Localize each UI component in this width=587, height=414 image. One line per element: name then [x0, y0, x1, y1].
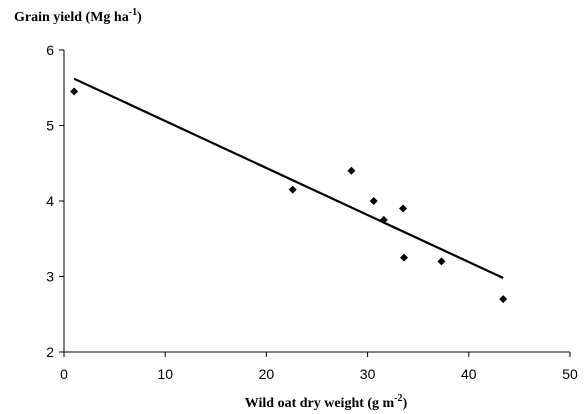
x-axis-ticks: 0 10 20 30 40 50 [60, 352, 578, 382]
x-tick-label: 10 [157, 366, 173, 382]
trend-line [73, 77, 504, 280]
y-axis-ticks: 2 3 4 5 6 [46, 42, 64, 360]
data-point [369, 197, 378, 205]
y-tick-label: 4 [46, 193, 54, 209]
plot-area: 2 3 4 5 6 0 10 20 30 40 50 [46, 42, 578, 382]
y-axis-title: Grain yield (Mg ha-1) [14, 7, 142, 25]
data-point [379, 215, 388, 224]
data-points [70, 87, 508, 304]
x-tick-label: 0 [60, 366, 68, 382]
y-tick-label: 3 [46, 269, 54, 285]
y-tick-label: 6 [46, 42, 54, 58]
y-tick-label: 2 [46, 344, 54, 360]
data-point [400, 253, 409, 262]
data-point [288, 185, 297, 194]
y-tick-label: 5 [46, 118, 54, 134]
x-tick-label: 20 [259, 366, 275, 382]
data-point [499, 295, 508, 304]
x-tick-label: 50 [562, 366, 578, 382]
x-tick-label: 30 [360, 366, 376, 382]
data-point [437, 257, 446, 266]
data-point [70, 87, 79, 96]
data-point [347, 166, 356, 175]
data-point [399, 204, 408, 213]
x-axis-title: Wild oat dry weight (g m-2) [245, 393, 408, 411]
x-tick-label: 40 [461, 366, 477, 382]
